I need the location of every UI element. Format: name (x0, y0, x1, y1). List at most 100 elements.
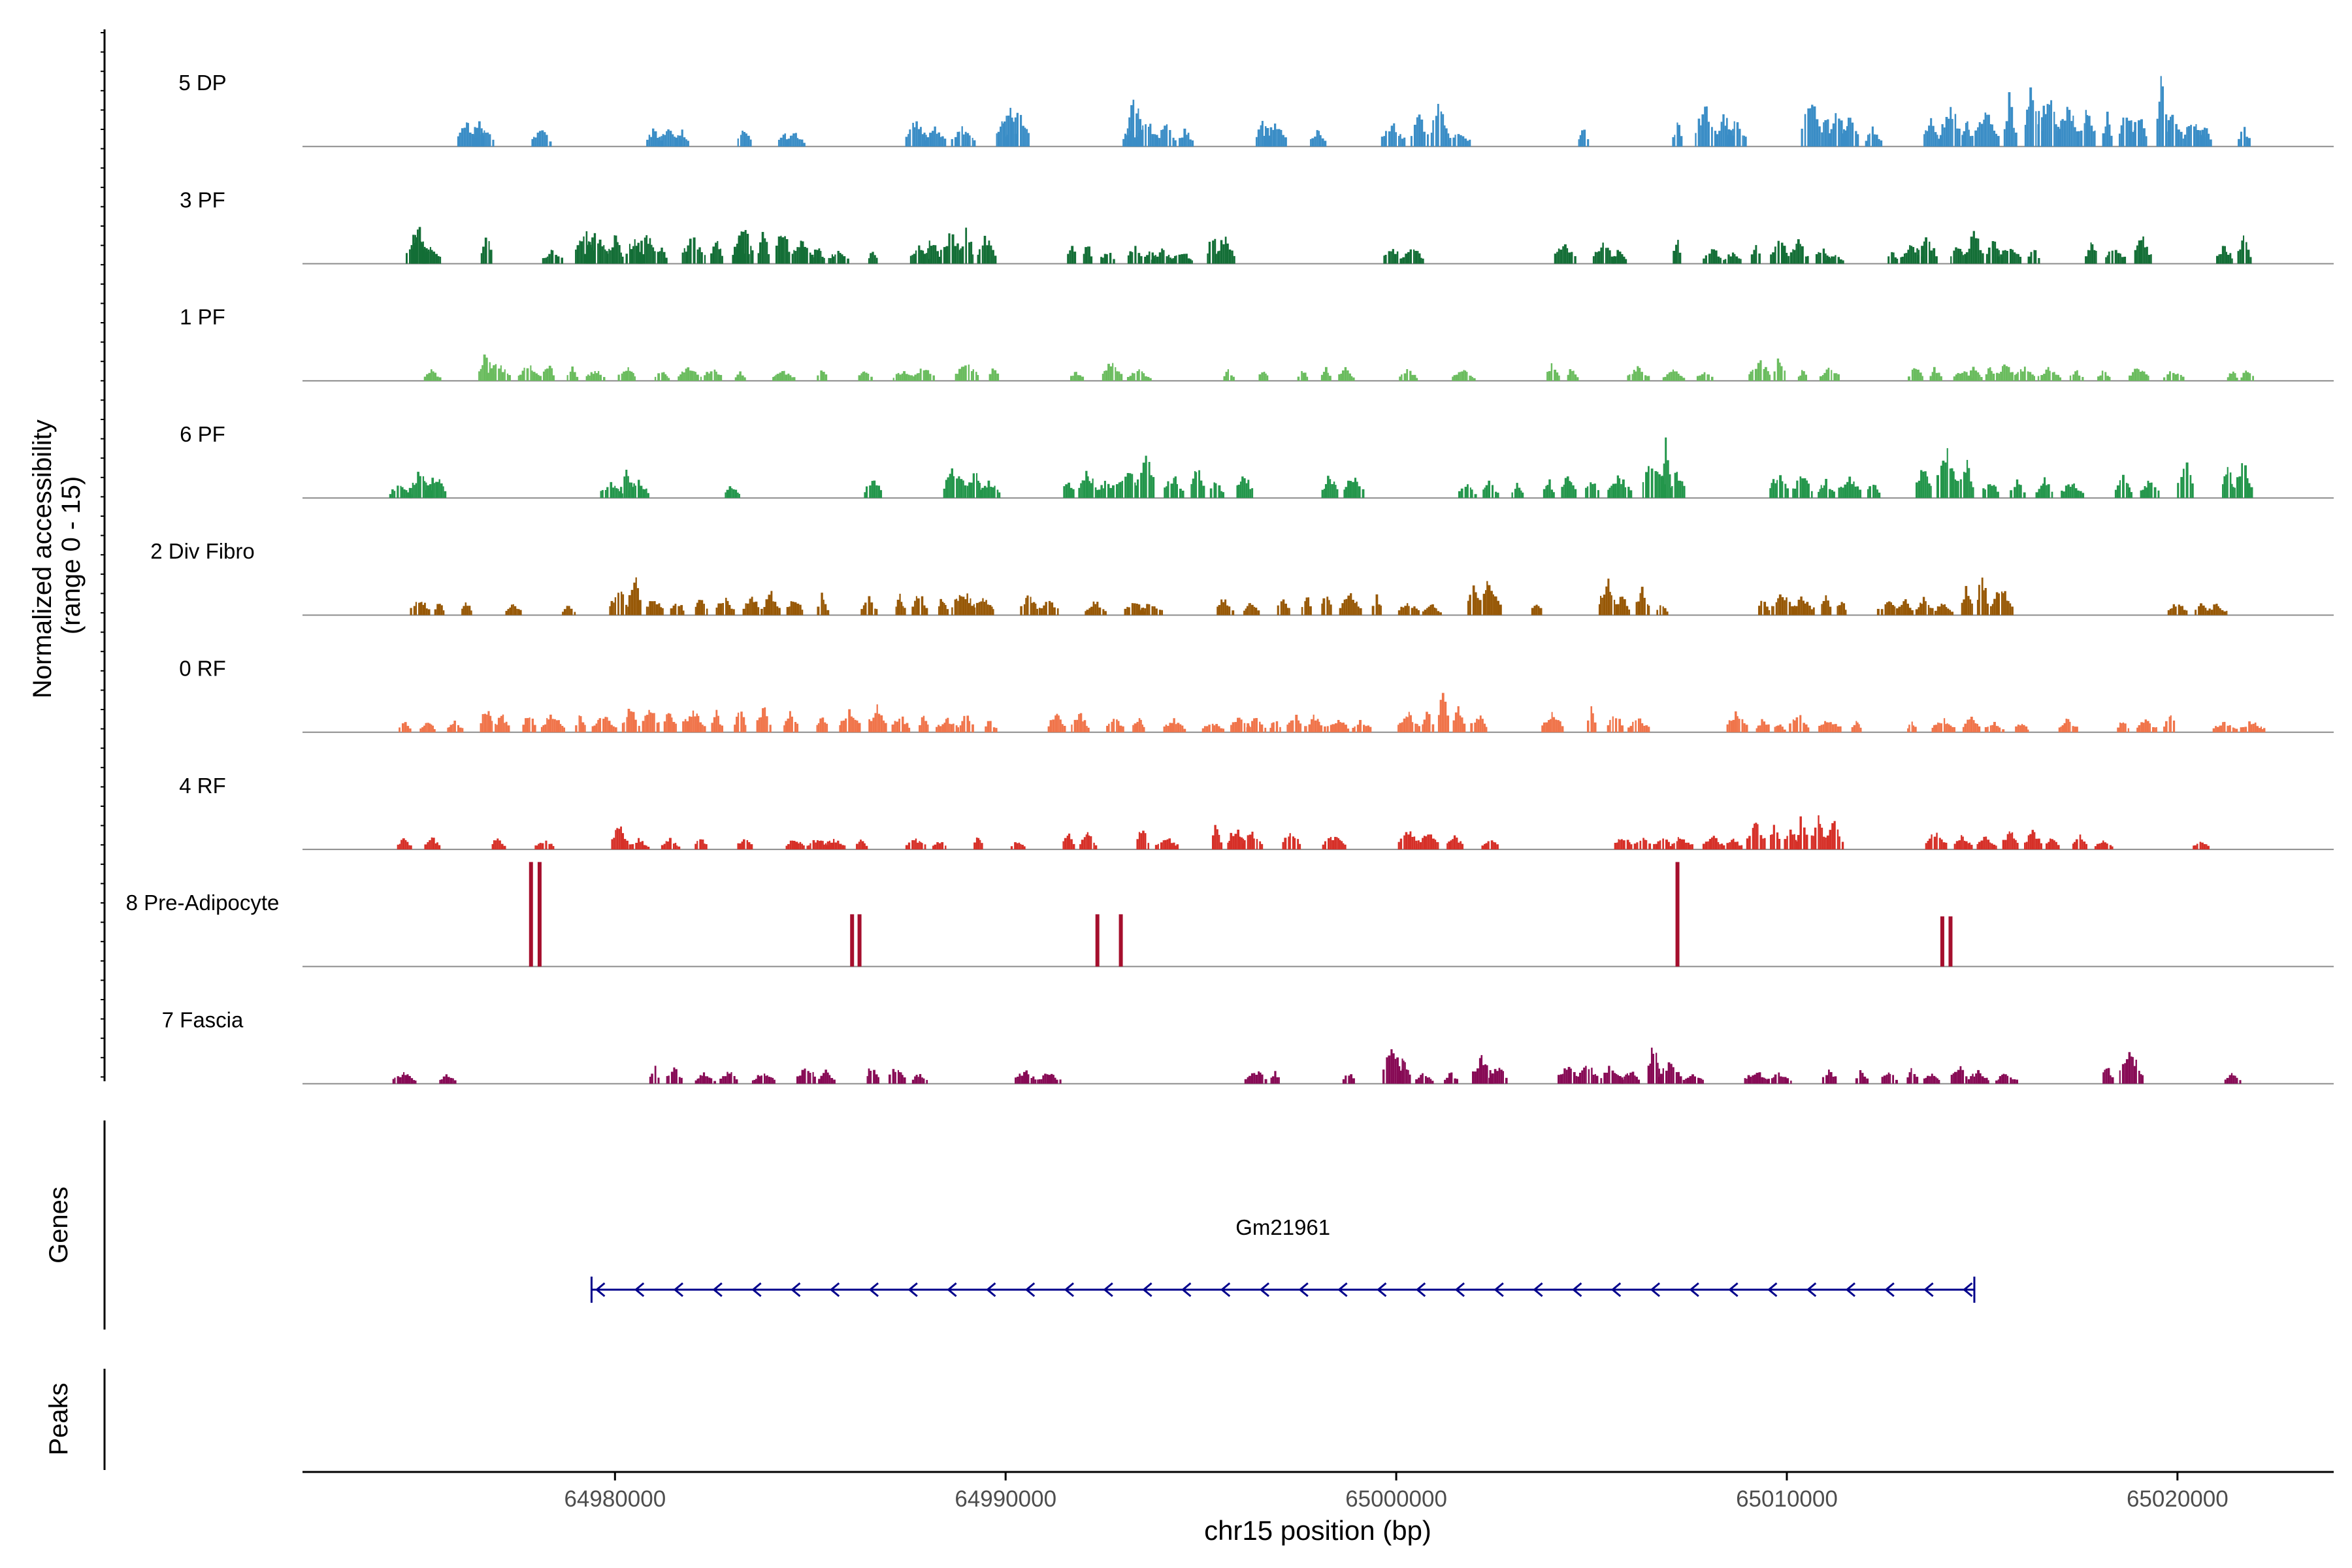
coverage-bar (1345, 487, 1348, 498)
coverage-bar (1680, 136, 1683, 147)
coverage-bar (824, 722, 826, 732)
coverage-bar (1352, 1078, 1355, 1084)
coverage-bar (713, 717, 716, 732)
coverage-bar (2037, 376, 2040, 381)
coverage-bar (598, 239, 602, 264)
coverage-bar (1295, 715, 1298, 732)
coverage-bar (483, 713, 487, 732)
coverage-bar (2128, 1052, 2131, 1084)
coverage-bar (2112, 846, 2114, 850)
coverage-bar (1986, 603, 1989, 615)
peak (1929, 367, 1942, 381)
peak (922, 240, 941, 264)
coverage-bar (1603, 1072, 1607, 1084)
coverage-bar (399, 843, 401, 850)
coverage-bar (2206, 612, 2209, 615)
coverage-bar (1208, 242, 1211, 264)
coverage-bar (2203, 127, 2206, 147)
coverage-bar (1790, 1080, 1792, 1084)
strand-arrow (1024, 1282, 1036, 1298)
coverage-bar (1172, 258, 1174, 264)
coverage-bar (1795, 244, 1797, 264)
coverage-bar (1859, 727, 1862, 732)
peak (606, 235, 624, 264)
coverage-bar (1950, 725, 1952, 732)
coverage-bar (1774, 727, 1776, 732)
strand-arrow (1572, 1282, 1582, 1298)
coverage-bar (2222, 484, 2224, 498)
coverage-bar (628, 595, 631, 615)
coverage-bar (764, 238, 766, 264)
coverage-bar (1119, 914, 1123, 967)
peak (1038, 600, 1059, 615)
coverage-bar (1154, 134, 1156, 147)
coverage-bar (801, 843, 804, 850)
coverage-bar (448, 1077, 450, 1084)
coverage-bar (926, 137, 930, 147)
coverage-bar (1878, 139, 1880, 147)
coverage-bar (1842, 260, 1844, 264)
coverage-bar (1784, 839, 1787, 850)
coverage-bar (2206, 844, 2208, 850)
coverage-bar (531, 370, 533, 381)
coverage-bar (2187, 126, 2191, 147)
coverage-bar (743, 377, 746, 381)
coverage-bar (877, 713, 881, 732)
coverage-bar (1040, 608, 1043, 615)
coverage-bar (791, 377, 793, 381)
coverage-bar (1463, 370, 1465, 381)
coverage-bar (1791, 606, 1794, 615)
coverage-bar (789, 375, 792, 381)
coverage-bar (1185, 253, 1188, 264)
coverage-bar (529, 717, 531, 732)
coverage-bar (1714, 131, 1717, 147)
peak (742, 596, 763, 615)
coverage-bar (943, 723, 945, 732)
coverage-bar (1822, 724, 1825, 732)
coverage-bar (1452, 839, 1454, 850)
coverage-bar (1619, 252, 1622, 264)
coverage-bar (1220, 728, 1223, 732)
peak (817, 593, 830, 615)
coverage-bar (766, 716, 768, 732)
peak (2027, 250, 2040, 264)
coverage-bar (830, 1077, 834, 1084)
coverage-bar (981, 487, 984, 498)
coverage-bar (1927, 1075, 1929, 1084)
coverage-bar (1071, 246, 1074, 264)
coverage-bar (1476, 719, 1478, 732)
coverage-bar (1903, 253, 1906, 264)
coverage-bar (1214, 825, 1217, 850)
coverage-bar (909, 375, 911, 381)
coverage-bar (2138, 240, 2141, 264)
coverage-bar (1248, 725, 1250, 732)
coverage-bar (2004, 250, 2006, 264)
coverage-bar (1933, 367, 1936, 381)
coverage-bar (1569, 369, 1572, 381)
coverage-bar (955, 725, 958, 732)
coverage-bar (672, 605, 675, 615)
coverage-bar (1669, 487, 1672, 498)
coverage-bar (742, 717, 745, 732)
coverage-bar (1949, 610, 1952, 615)
peak (666, 1067, 683, 1084)
coverage-bar (667, 713, 670, 732)
coverage-bar (2122, 117, 2125, 147)
peak (1770, 825, 1781, 850)
coverage-bar (428, 372, 431, 381)
x-axis-label: chr15 position (bp) (1204, 1515, 1431, 1546)
coverage-bar (857, 914, 862, 967)
coverage-bar (787, 373, 790, 381)
coverage-bar (1678, 480, 1680, 498)
coverage-bar (603, 377, 606, 381)
coverage-bar (988, 374, 992, 381)
peak (1789, 239, 1809, 264)
coverage-bar (2174, 374, 2178, 381)
coverage-bar (1063, 725, 1066, 732)
coverage-bar (1038, 1079, 1041, 1084)
coverage-bar (1963, 131, 1965, 147)
coverage-bar (1247, 1077, 1249, 1084)
coverage-bar (1789, 723, 1791, 732)
coverage-bar (791, 135, 793, 147)
coverage-bar (1201, 728, 1204, 732)
